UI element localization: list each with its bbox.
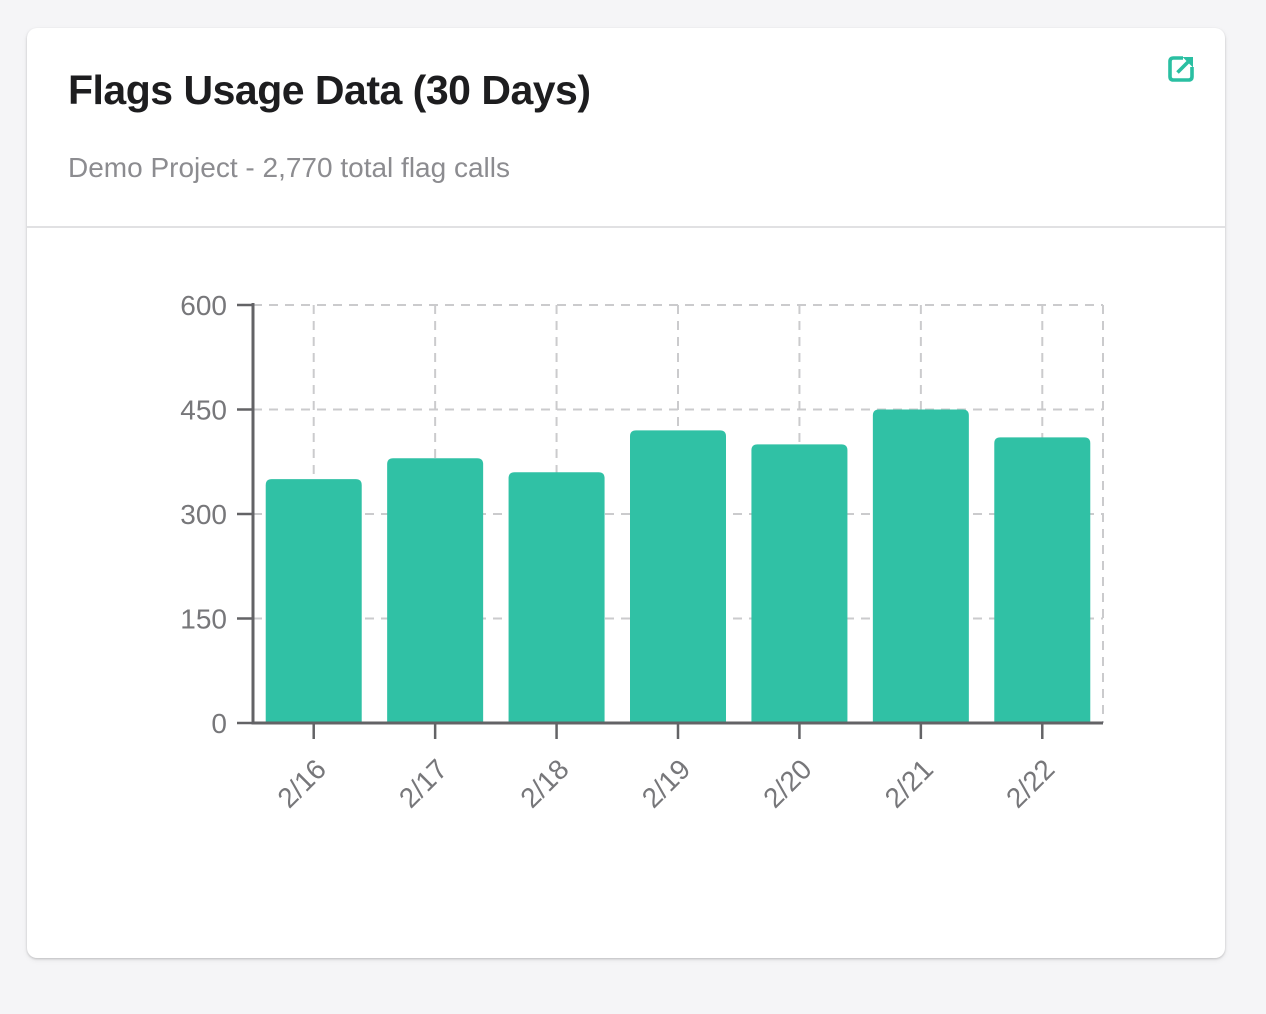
flags-usage-chart: 0 150 300 450 600 2/16 2/17 2/18 2/19 2/20 2/21 2/2… xyxy=(27,228,1225,958)
x-tick-label: 2/18 xyxy=(514,753,574,813)
bar-2/22[interactable] xyxy=(994,437,1091,723)
y-tick-label: 300 xyxy=(180,499,227,530)
card-subtitle: Demo Project - 2,770 total flag calls xyxy=(68,152,510,183)
bar-2/17[interactable] xyxy=(387,458,484,723)
x-tick-label: 2/19 xyxy=(636,753,696,813)
bar-2/20[interactable] xyxy=(751,444,848,723)
bar-2/19[interactable] xyxy=(630,430,726,723)
y-tick-label: 600 xyxy=(180,290,227,321)
bar-2/21[interactable] xyxy=(872,409,969,724)
external-link-button[interactable] xyxy=(1164,52,1198,86)
x-tick-label: 2/16 xyxy=(271,753,331,813)
bar-2/18[interactable] xyxy=(508,472,605,723)
external-link-icon xyxy=(1168,56,1194,82)
bar-chart: 0 150 300 450 600 2/16 2/17 2/18 2/19 2/20 2/21 2/2… xyxy=(180,290,1104,814)
card-title: Flags Usage Data (30 Days) xyxy=(68,67,591,113)
x-tick-label: 2/21 xyxy=(879,753,939,813)
x-tick-label: 2/20 xyxy=(757,753,817,813)
bar-2/16[interactable] xyxy=(265,479,362,723)
y-tick-label: 0 xyxy=(211,708,227,739)
flags-usage-card: Flags Usage Data (30 Days) Demo Project … xyxy=(27,28,1225,958)
card-header: Flags Usage Data (30 Days) Demo Project … xyxy=(27,28,1225,228)
y-tick-label: 150 xyxy=(180,604,227,635)
x-tick-label: 2/22 xyxy=(1000,753,1060,813)
y-tick-label: 450 xyxy=(180,395,227,426)
x-tick-label: 2/17 xyxy=(393,753,453,813)
